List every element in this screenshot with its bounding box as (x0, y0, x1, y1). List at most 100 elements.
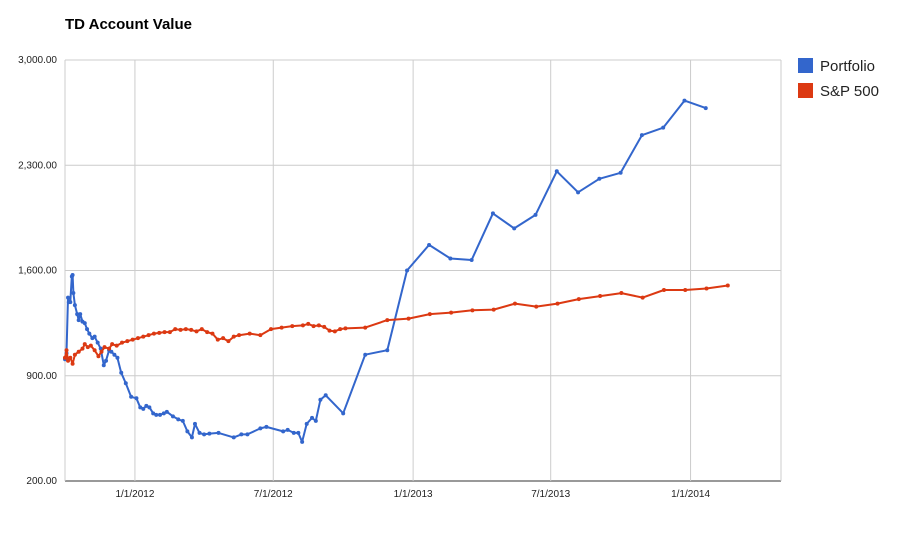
data-point-portfolio[interactable] (78, 312, 83, 317)
data-point-portfolio[interactable] (576, 190, 581, 195)
data-point-s-p-500[interactable] (205, 330, 210, 335)
data-point-portfolio[interactable] (70, 273, 75, 278)
data-point-s-p-500[interactable] (661, 288, 666, 293)
data-point-s-p-500[interactable] (80, 346, 85, 351)
data-point-s-p-500[interactable] (68, 355, 73, 360)
data-point-portfolio[interactable] (639, 133, 644, 138)
data-point-portfolio[interactable] (405, 268, 410, 273)
data-point-portfolio[interactable] (151, 411, 156, 416)
data-point-portfolio[interactable] (109, 349, 114, 354)
data-point-s-p-500[interactable] (226, 339, 231, 344)
data-point-s-p-500[interactable] (72, 352, 77, 357)
data-point-portfolio[interactable] (71, 291, 76, 296)
data-point-portfolio[interactable] (427, 242, 432, 247)
data-point-s-p-500[interactable] (173, 327, 178, 332)
data-point-portfolio[interactable] (512, 226, 517, 231)
data-point-s-p-500[interactable] (598, 294, 603, 299)
data-point-portfolio[interactable] (87, 331, 92, 336)
data-point-portfolio[interactable] (158, 412, 163, 417)
data-point-s-p-500[interactable] (300, 323, 305, 328)
data-point-s-p-500[interactable] (162, 330, 167, 335)
data-point-s-p-500[interactable] (114, 343, 119, 348)
data-point-s-p-500[interactable] (258, 333, 263, 338)
data-point-s-p-500[interactable] (92, 348, 97, 353)
data-point-portfolio[interactable] (66, 295, 71, 300)
data-point-portfolio[interactable] (138, 405, 143, 410)
data-point-portfolio[interactable] (281, 429, 286, 434)
data-point-portfolio[interactable] (554, 169, 559, 174)
data-point-portfolio[interactable] (164, 409, 169, 414)
data-point-s-p-500[interactable] (99, 349, 104, 354)
data-point-portfolio[interactable] (291, 430, 296, 435)
data-point-s-p-500[interactable] (290, 324, 295, 329)
data-point-s-p-500[interactable] (231, 334, 236, 339)
data-point-portfolio[interactable] (180, 418, 185, 423)
data-point-s-p-500[interactable] (221, 336, 226, 341)
data-point-portfolio[interactable] (115, 355, 120, 360)
data-point-s-p-500[interactable] (704, 286, 709, 291)
data-point-s-p-500[interactable] (157, 330, 162, 335)
data-point-portfolio[interactable] (207, 431, 212, 436)
data-point-s-p-500[interactable] (338, 327, 343, 332)
data-point-portfolio[interactable] (170, 414, 175, 419)
data-point-s-p-500[interactable] (183, 327, 188, 332)
data-point-s-p-500[interactable] (619, 291, 624, 296)
data-point-portfolio[interactable] (285, 427, 290, 432)
legend[interactable]: Portfolio S&P 500 (798, 58, 879, 100)
data-point-s-p-500[interactable] (322, 324, 327, 329)
data-point-portfolio[interactable] (245, 432, 250, 437)
data-point-portfolio[interactable] (101, 363, 106, 368)
data-point-portfolio[interactable] (192, 421, 197, 426)
data-point-s-p-500[interactable] (512, 301, 517, 306)
data-point-s-p-500[interactable] (332, 329, 337, 334)
data-point-portfolio[interactable] (85, 327, 90, 332)
data-point-portfolio[interactable] (490, 211, 495, 216)
data-point-s-p-500[interactable] (555, 301, 560, 306)
data-point-s-p-500[interactable] (343, 326, 348, 331)
data-point-s-p-500[interactable] (88, 343, 93, 348)
data-point-portfolio[interactable] (185, 429, 190, 434)
data-point-s-p-500[interactable] (279, 325, 284, 330)
data-point-s-p-500[interactable] (125, 339, 130, 344)
data-point-s-p-500[interactable] (576, 297, 581, 302)
data-point-s-p-500[interactable] (210, 331, 215, 336)
data-point-s-p-500[interactable] (268, 327, 273, 332)
data-point-portfolio[interactable] (129, 394, 134, 399)
data-point-s-p-500[interactable] (311, 324, 316, 329)
data-point-s-p-500[interactable] (66, 358, 71, 363)
data-point-portfolio[interactable] (264, 424, 269, 429)
data-point-portfolio[interactable] (197, 430, 202, 435)
data-point-s-p-500[interactable] (194, 329, 199, 334)
data-point-portfolio[interactable] (92, 334, 97, 339)
data-point-s-p-500[interactable] (470, 308, 475, 313)
data-point-portfolio[interactable] (231, 435, 236, 440)
data-point-s-p-500[interactable] (151, 331, 156, 336)
data-point-s-p-500[interactable] (534, 304, 539, 309)
data-point-portfolio[interactable] (147, 405, 152, 410)
legend-item-s-p-500[interactable]: S&P 500 (798, 83, 879, 100)
legend-item-portfolio[interactable]: Portfolio (798, 58, 875, 75)
data-point-s-p-500[interactable] (406, 316, 411, 321)
data-point-s-p-500[interactable] (316, 323, 321, 328)
data-point-portfolio[interactable] (75, 312, 80, 317)
data-point-s-p-500[interactable] (640, 295, 645, 300)
data-point-s-p-500[interactable] (247, 331, 252, 336)
data-point-s-p-500[interactable] (76, 349, 81, 354)
data-point-portfolio[interactable] (533, 212, 538, 217)
data-point-s-p-500[interactable] (491, 307, 496, 312)
data-point-portfolio[interactable] (154, 412, 159, 417)
data-point-portfolio[interactable] (597, 176, 602, 181)
data-point-portfolio[interactable] (385, 348, 390, 353)
data-point-portfolio[interactable] (76, 318, 81, 323)
data-point-s-p-500[interactable] (385, 318, 390, 323)
data-point-portfolio[interactable] (661, 125, 666, 130)
data-point-portfolio[interactable] (95, 340, 100, 345)
data-point-portfolio[interactable] (123, 381, 128, 386)
data-point-s-p-500[interactable] (96, 354, 101, 359)
data-point-portfolio[interactable] (469, 257, 474, 262)
data-point-s-p-500[interactable] (306, 321, 311, 326)
data-point-portfolio[interactable] (119, 370, 124, 375)
data-point-portfolio[interactable] (682, 98, 687, 103)
data-point-s-p-500[interactable] (85, 345, 90, 350)
data-point-portfolio[interactable] (341, 411, 346, 416)
